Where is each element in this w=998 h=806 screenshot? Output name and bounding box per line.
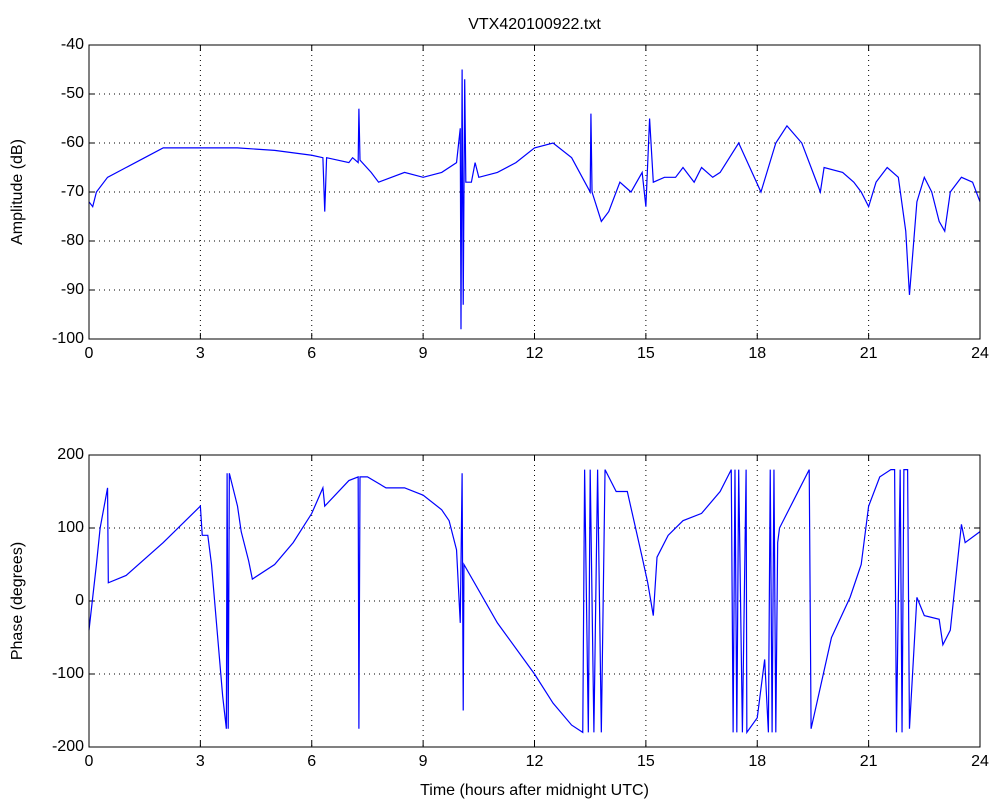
x-tick-label: 12 [526, 753, 544, 770]
y-tick-label: 200 [57, 446, 84, 463]
x-tick-label: 0 [85, 345, 94, 362]
x-tick-label: 3 [196, 753, 205, 770]
y-tick-label: -60 [61, 134, 84, 151]
y-tick-label: -80 [61, 232, 84, 249]
y-tick-label: -200 [52, 738, 84, 755]
x-tick-label: 24 [971, 345, 989, 362]
axes-frame [88, 454, 981, 748]
x-tick-label: 12 [526, 345, 544, 362]
x-tick-label: 15 [637, 753, 655, 770]
y-tick-label: -100 [52, 665, 84, 682]
x-tick-label: 6 [307, 753, 316, 770]
data-line [88, 69, 981, 330]
y-axis-label: Amplitude (dB) [9, 139, 26, 245]
y-tick-label: -40 [61, 36, 84, 53]
y-tick-label: -50 [61, 85, 84, 102]
chart-title: VTX420100922.txt [468, 16, 601, 33]
x-axis-label: Time (hours after midnight UTC) [420, 782, 649, 799]
y-axis-label: Phase (degrees) [9, 542, 26, 660]
x-tick-label: 0 [85, 753, 94, 770]
y-tick-label: -90 [61, 281, 84, 298]
x-tick-label: 24 [971, 753, 989, 770]
y-tick-label: -100 [52, 330, 84, 347]
x-tick-label: 9 [419, 753, 428, 770]
x-tick-label: 6 [307, 345, 316, 362]
x-tick-label: 21 [860, 753, 878, 770]
y-tick-label: 0 [75, 592, 84, 609]
y-tick-label: -70 [61, 183, 84, 200]
x-tick-label: 3 [196, 345, 205, 362]
axes-frame [88, 44, 981, 340]
y-tick-label: 100 [57, 519, 84, 536]
x-tick-label: 15 [637, 345, 655, 362]
x-tick-label: 18 [748, 753, 766, 770]
data-line [88, 469, 981, 735]
x-tick-label: 21 [860, 345, 878, 362]
x-tick-label: 9 [419, 345, 428, 362]
x-tick-label: 18 [748, 345, 766, 362]
